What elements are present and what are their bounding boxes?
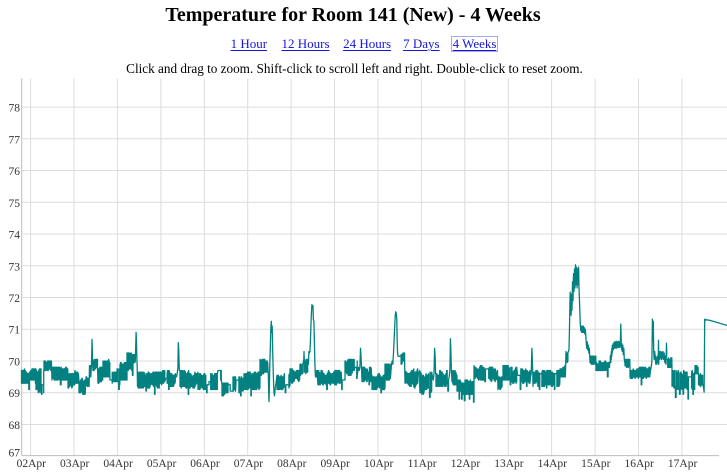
svg-text:13Apr: 13Apr — [494, 458, 524, 470]
svg-text:73: 73 — [9, 261, 21, 273]
svg-text:02Apr: 02Apr — [17, 458, 47, 470]
svg-text:08Apr: 08Apr — [277, 458, 307, 470]
svg-text:04Apr: 04Apr — [103, 458, 133, 470]
svg-text:17Apr: 17Apr — [668, 458, 698, 470]
svg-text:78: 78 — [9, 103, 21, 115]
svg-text:11Apr: 11Apr — [408, 458, 437, 470]
svg-text:10Apr: 10Apr — [364, 458, 394, 470]
svg-text:69: 69 — [9, 388, 21, 400]
svg-text:14Apr: 14Apr — [538, 458, 568, 470]
svg-text:15Apr: 15Apr — [581, 458, 611, 470]
svg-text:09Apr: 09Apr — [321, 458, 351, 470]
svg-text:77: 77 — [9, 134, 21, 146]
svg-text:07Apr: 07Apr — [234, 458, 264, 470]
svg-text:16Apr: 16Apr — [625, 458, 655, 470]
svg-text:71: 71 — [9, 325, 21, 337]
svg-text:70: 70 — [9, 357, 21, 369]
svg-text:03Apr: 03Apr — [60, 458, 90, 470]
svg-text:72: 72 — [9, 293, 21, 305]
svg-text:75: 75 — [9, 198, 21, 210]
svg-text:06Apr: 06Apr — [190, 458, 220, 470]
svg-text:76: 76 — [9, 166, 21, 178]
svg-text:12Apr: 12Apr — [451, 458, 481, 470]
svg-text:05Apr: 05Apr — [147, 458, 177, 470]
svg-text:68: 68 — [9, 420, 21, 432]
svg-text:67: 67 — [9, 447, 21, 459]
svg-text:74: 74 — [9, 230, 21, 242]
